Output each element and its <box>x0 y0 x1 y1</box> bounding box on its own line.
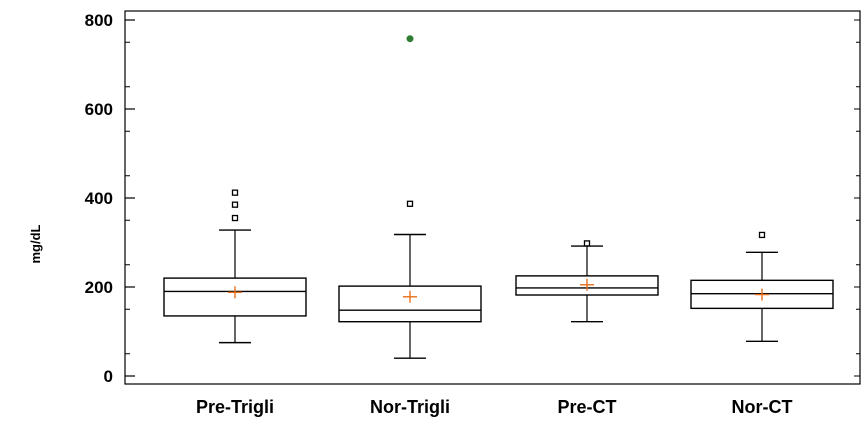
box-group <box>690 231 834 342</box>
outlier-point <box>758 231 766 239</box>
y-axis: 0 200 400 600 800 <box>85 11 860 386</box>
outlier-point <box>231 214 239 222</box>
outlier-point <box>406 200 414 207</box>
y-tick-label: 800 <box>85 11 113 30</box>
box-group <box>163 189 307 344</box>
boxes-layer <box>163 35 834 359</box>
extreme-outlier-point <box>406 35 414 43</box>
x-category-label: Nor-Trigli <box>370 397 450 417</box>
iqr-box <box>515 275 659 296</box>
iqr-box <box>163 277 307 317</box>
y-axis-title: mg/dL <box>28 224 43 263</box>
y-tick-label: 0 <box>104 367 113 386</box>
x-category-label: Nor-CT <box>732 397 793 417</box>
box-group <box>515 240 659 323</box>
y-tick-label: 400 <box>85 189 113 208</box>
outlier-point <box>583 240 591 247</box>
x-axis: Pre-Trigli Nor-Trigli Pre-CT Nor-CT <box>196 397 793 417</box>
outlier-point <box>231 189 239 196</box>
x-category-label: Pre-CT <box>557 397 616 417</box>
iqr-box <box>338 285 482 323</box>
x-category-label: Pre-Trigli <box>196 397 274 417</box>
outlier-point <box>231 201 239 208</box>
y-tick-label: 200 <box>85 278 113 297</box>
y-tick-label: 600 <box>85 100 113 119</box>
box-group <box>338 35 482 359</box>
